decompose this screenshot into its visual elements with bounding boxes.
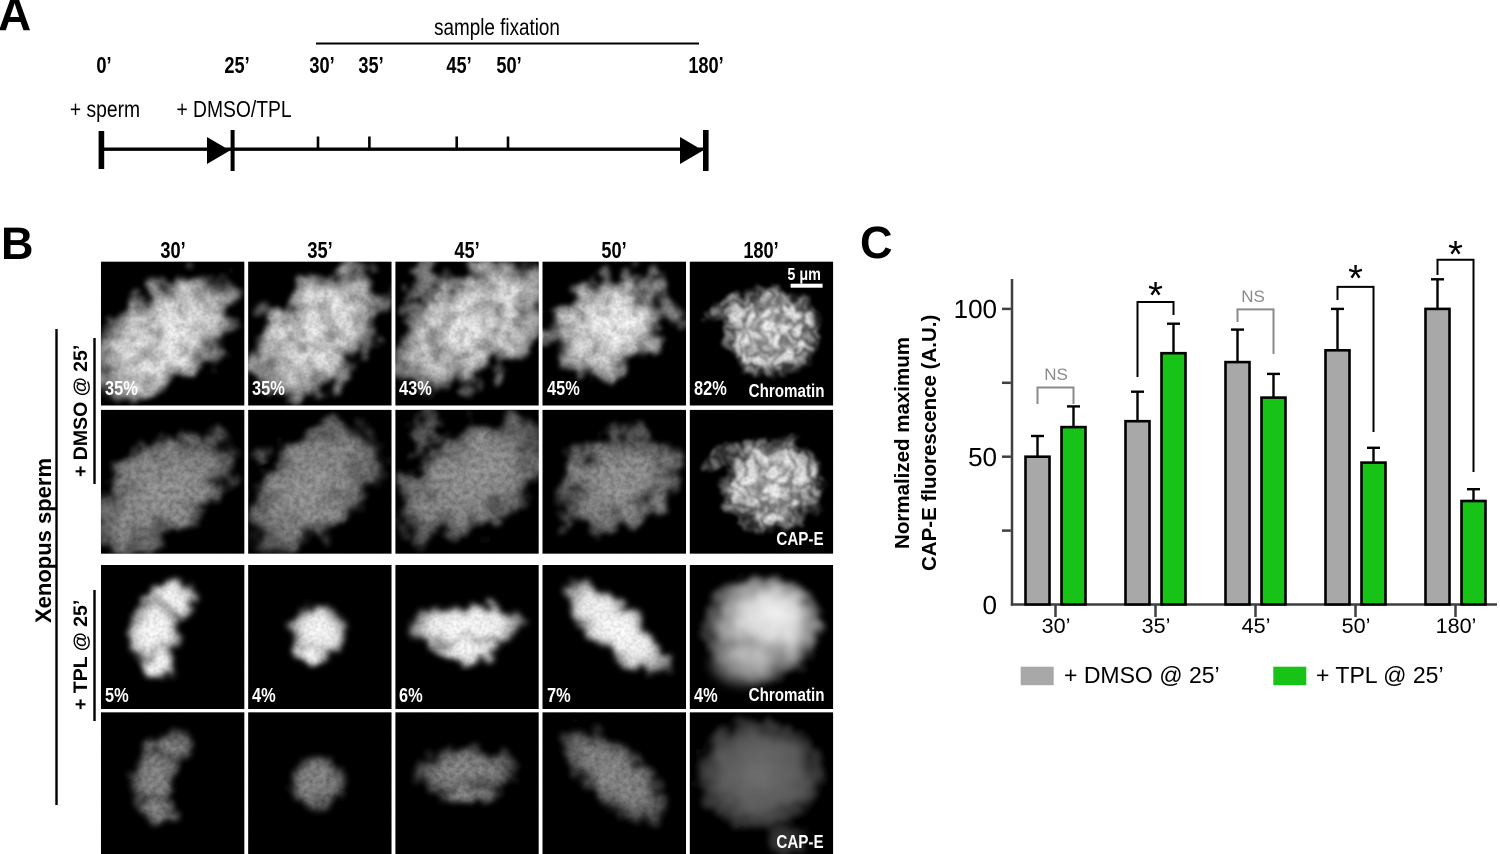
svg-text:*: * xyxy=(1348,258,1363,300)
svg-text:*: * xyxy=(1148,275,1163,317)
svg-text:*: * xyxy=(1448,234,1463,276)
